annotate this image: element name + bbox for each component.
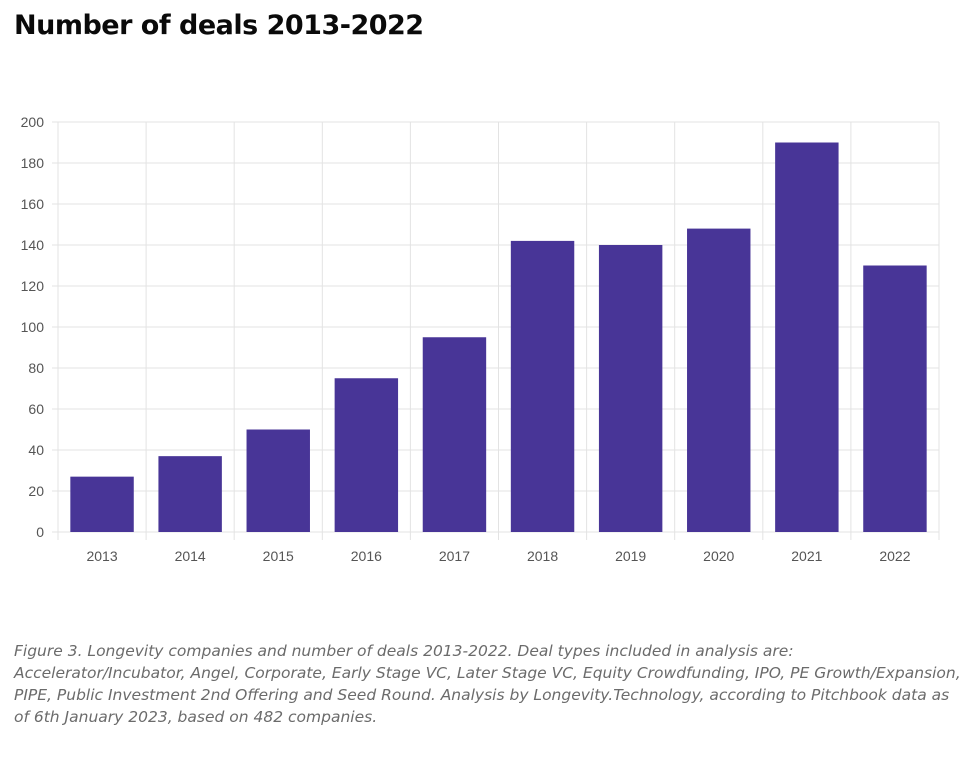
bar-2013 [70, 476, 134, 532]
x-tick-label: 2015 [263, 548, 294, 564]
y-tick-label: 140 [21, 237, 45, 253]
y-tick-label: 80 [28, 360, 44, 376]
bar-2018 [510, 240, 575, 532]
x-tick-label: 2013 [86, 548, 117, 564]
y-tick-label: 60 [28, 401, 44, 417]
y-tick-label: 100 [21, 319, 45, 335]
chart-title: Number of deals 2013-2022 [14, 10, 424, 41]
bar-2021 [775, 142, 839, 532]
grid-lines [52, 121, 940, 540]
y-tick-label: 40 [28, 442, 44, 458]
bars [70, 142, 927, 532]
x-tick-label: 2018 [527, 548, 558, 564]
bar-2019 [598, 245, 663, 532]
x-tick-label: 2019 [615, 548, 646, 564]
bar-2015 [246, 429, 310, 532]
y-tick-label: 160 [21, 196, 45, 212]
y-tick-label: 0 [36, 524, 44, 540]
x-tick-label: 2022 [879, 548, 910, 564]
x-tick-label: 2020 [703, 548, 734, 564]
bar-2017 [422, 337, 487, 532]
bar-chart: 0 20 40 60 80 100 120 140 160 180 200 2013 2014 2015… [21, 114, 940, 564]
x-tick-label: 2021 [791, 548, 822, 564]
y-tick-label: 120 [21, 278, 45, 294]
bar-2020 [687, 228, 751, 532]
figure-caption: Figure 3. Longevity companies and number… [14, 642, 961, 726]
y-tick-label: 200 [21, 114, 45, 130]
x-tick-label: 2017 [439, 548, 470, 564]
x-tick-label: 2016 [351, 548, 382, 564]
bar-2014 [158, 456, 222, 532]
x-tick-label: 2014 [175, 548, 206, 564]
bar-2016 [334, 378, 399, 532]
y-tick-label: 180 [21, 155, 45, 171]
y-axis-tick-labels: 0 20 40 60 80 100 120 140 160 180 200 [21, 114, 45, 540]
y-tick-label: 20 [28, 483, 44, 499]
x-axis-tick-labels: 2013 2014 2015 2016 2017 2018 2019 2020 2021 2022 [86, 548, 910, 564]
bar-2022 [863, 265, 927, 532]
